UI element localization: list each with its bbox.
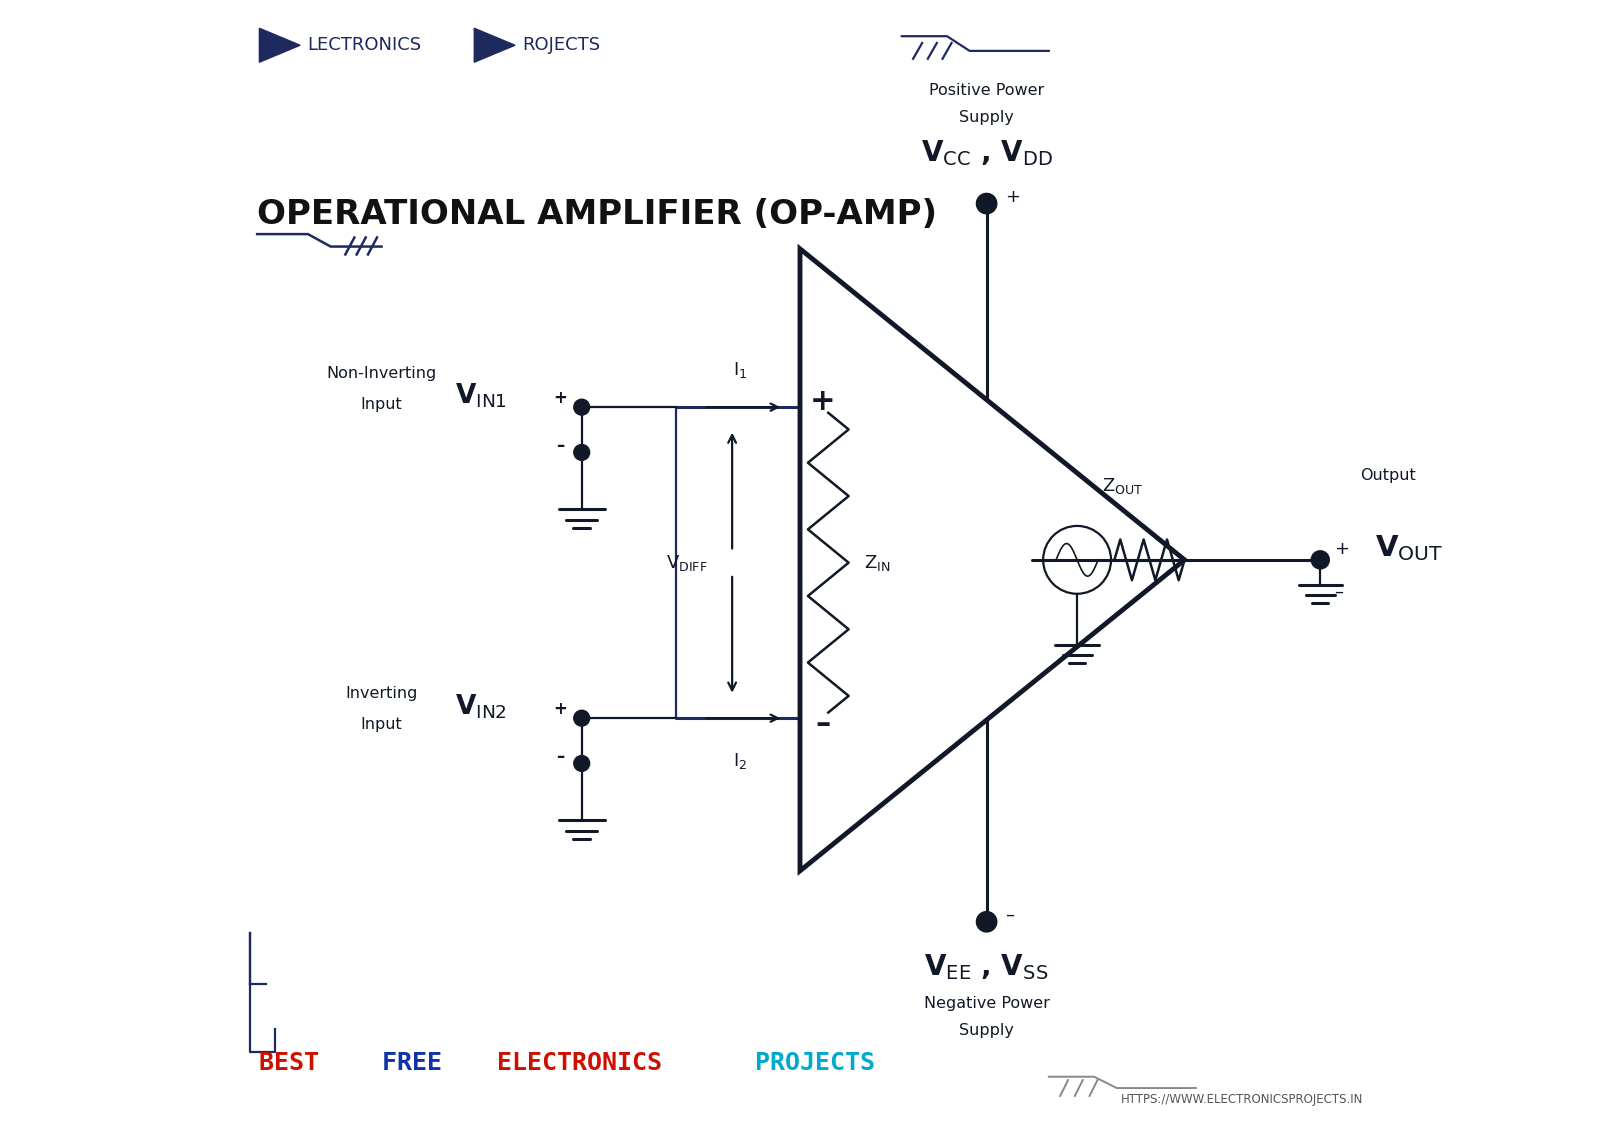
Text: +: +: [1005, 188, 1019, 206]
Text: –: –: [1334, 582, 1342, 601]
Text: LECTRONICS: LECTRONICS: [307, 36, 421, 54]
Text: –: –: [557, 437, 565, 455]
Circle shape: [1312, 551, 1330, 569]
Text: BEST: BEST: [259, 1051, 334, 1076]
Text: I$_1$: I$_1$: [733, 360, 747, 380]
Text: Z$_{\mathsf{OUT}}$: Z$_{\mathsf{OUT}}$: [1102, 476, 1142, 497]
Text: Supply: Supply: [958, 1022, 1014, 1038]
Text: FREE: FREE: [381, 1051, 456, 1076]
Circle shape: [574, 444, 590, 460]
Text: V$_{\mathsf{IN1}}$: V$_{\mathsf{IN1}}$: [454, 381, 507, 411]
Text: V$_{\mathsf{EE}}$ , V$_{\mathsf{SS}}$: V$_{\mathsf{EE}}$ , V$_{\mathsf{SS}}$: [925, 952, 1048, 982]
Text: Inverting: Inverting: [346, 685, 418, 701]
Text: –: –: [814, 709, 830, 739]
Text: Positive Power: Positive Power: [930, 83, 1045, 98]
Text: Non-Inverting: Non-Inverting: [326, 365, 437, 381]
Text: Input: Input: [360, 717, 403, 733]
Circle shape: [574, 756, 590, 771]
Text: +: +: [554, 389, 566, 407]
Text: Supply: Supply: [958, 110, 1014, 126]
Polygon shape: [474, 28, 515, 62]
Text: Output: Output: [1360, 467, 1416, 483]
Text: ELECTRONICS: ELECTRONICS: [498, 1051, 677, 1076]
Text: Z$_{\mathsf{IN}}$: Z$_{\mathsf{IN}}$: [864, 553, 891, 572]
Text: Negative Power: Negative Power: [923, 995, 1050, 1011]
Circle shape: [976, 912, 997, 932]
Polygon shape: [259, 28, 301, 62]
Text: +: +: [810, 387, 835, 416]
Text: –: –: [1005, 906, 1014, 924]
Text: HTTPS://WWW.ELECTRONICSPROJECTS.IN: HTTPS://WWW.ELECTRONICSPROJECTS.IN: [1122, 1093, 1363, 1106]
Text: Input: Input: [360, 397, 403, 413]
Text: OPERATIONAL AMPLIFIER (OP-AMP): OPERATIONAL AMPLIFIER (OP-AMP): [258, 198, 938, 232]
Circle shape: [574, 710, 590, 726]
Text: V$_{\mathsf{OUT}}$: V$_{\mathsf{OUT}}$: [1374, 534, 1443, 563]
Text: +: +: [1334, 539, 1349, 558]
Text: V$_{\mathsf{CC}}$ , V$_{\mathsf{DD}}$: V$_{\mathsf{CC}}$ , V$_{\mathsf{DD}}$: [920, 138, 1053, 167]
Text: V$_{\mathsf{IN2}}$: V$_{\mathsf{IN2}}$: [454, 692, 507, 722]
Text: –: –: [557, 748, 565, 766]
Text: PROJECTS: PROJECTS: [755, 1051, 875, 1076]
Circle shape: [574, 399, 590, 415]
Text: V$_{\mathsf{DIFF}}$: V$_{\mathsf{DIFF}}$: [666, 553, 707, 572]
Text: ROJECTS: ROJECTS: [522, 36, 600, 54]
Text: I$_2$: I$_2$: [733, 751, 747, 771]
Text: +: +: [554, 700, 566, 718]
Circle shape: [976, 193, 997, 214]
